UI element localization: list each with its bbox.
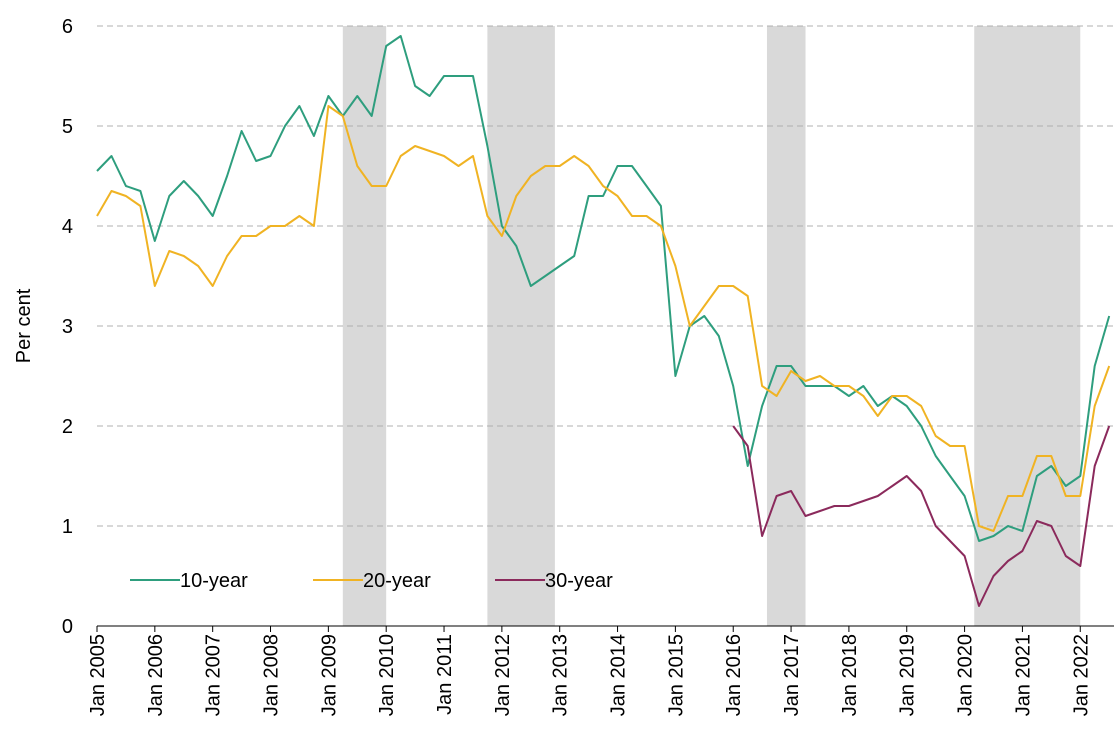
y-tick-label: 4: [62, 216, 73, 238]
legend-label: 30-year: [545, 570, 613, 592]
x-tick-label: Jan 2020: [955, 634, 977, 716]
legend-label: 10-year: [180, 570, 248, 592]
y-tick-label: 3: [62, 316, 73, 338]
x-tick-label: Jan 2016: [723, 634, 745, 716]
series-line: [96, 105, 1111, 532]
y-tick-label: 5: [62, 116, 73, 138]
x-tick-label: Jan 2011: [434, 634, 456, 715]
y-tick-label: 1: [62, 516, 73, 538]
series-line: [96, 35, 1111, 542]
x-tick-label: Jan 2018: [839, 634, 861, 716]
x-tick-label: Jan 2010: [376, 634, 398, 716]
x-tick-label: Jan 2012: [492, 634, 514, 716]
y-tick-label: 2: [62, 416, 73, 438]
x-tick-label: Jan 2022: [1070, 634, 1092, 716]
legend-label: 20-year: [363, 570, 431, 592]
x-tick-label: Jan 2005: [87, 634, 109, 716]
x-tick-label: Jan 2019: [897, 634, 919, 716]
series-line: [732, 425, 1111, 607]
x-tick-label: Jan 2014: [608, 634, 630, 716]
x-tick-label: Jan 2013: [550, 634, 572, 716]
x-tick-label: Jan 2009: [318, 634, 340, 716]
x-tick-label: Jan 2021: [1012, 634, 1034, 716]
x-tick-label: Jan 2015: [665, 634, 687, 716]
y-axis-label: Per cent: [13, 288, 35, 363]
y-tick-label: 6: [62, 16, 73, 38]
x-tick-label: Jan 2007: [203, 634, 225, 716]
x-tick-label: Jan 2017: [781, 634, 803, 716]
x-tick-label: Jan 2006: [145, 634, 167, 716]
x-tick-label: Jan 2008: [261, 634, 283, 716]
y-tick-label: 0: [62, 616, 73, 638]
